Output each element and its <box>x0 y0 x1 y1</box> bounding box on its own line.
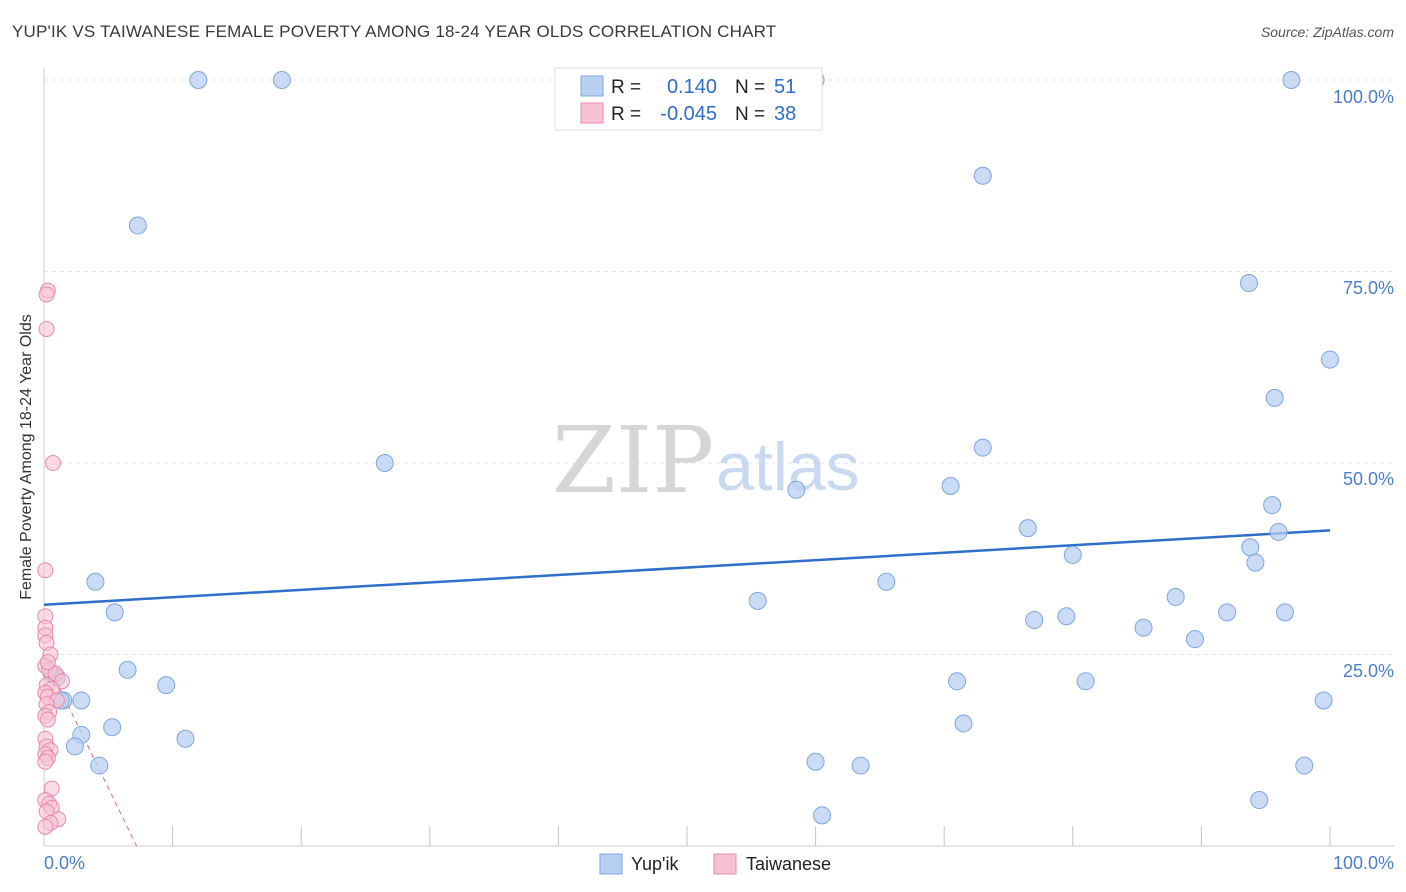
point-yupik-17 <box>1241 538 1260 557</box>
watermark-atlas: atlas <box>716 429 860 505</box>
point-yupik-19 <box>86 572 105 591</box>
point-taiwanese-36 <box>37 818 54 835</box>
point-yupik-4 <box>128 216 147 235</box>
point-yupik-47 <box>1295 756 1314 775</box>
legend-label-taiwanese: Taiwanese <box>746 854 831 874</box>
point-yupik-37 <box>1076 672 1095 691</box>
point-yupik-29 <box>1275 603 1294 622</box>
chart-source: Source: ZipAtlas.com <box>1260 24 1394 40</box>
legend-item-taiwanese[interactable]: Taiwanese <box>713 853 831 875</box>
point-yupik-36 <box>948 672 967 691</box>
x-tick-label-0: 0.0% <box>44 853 85 873</box>
stats-n-label-taiwanese: N = <box>735 104 765 125</box>
point-yupik-8 <box>1265 388 1284 407</box>
y-tick-label-75: 75.0% <box>1343 278 1394 298</box>
point-yupik-28 <box>1218 603 1237 622</box>
point-yupik-34 <box>118 660 137 679</box>
point-yupik-38 <box>1314 691 1333 710</box>
point-yupik-42 <box>176 729 195 748</box>
point-yupik-20 <box>877 572 896 591</box>
point-yupik-5 <box>973 166 992 185</box>
stats-r-value-yupik: 0.140 <box>667 76 717 98</box>
point-taiwanese-4 <box>37 562 54 579</box>
point-taiwanese-28 <box>37 753 54 770</box>
point-taiwanese-3 <box>45 455 62 471</box>
stats-box: R = 0.140 N = 51 R = -0.045 N = 38 <box>554 67 823 131</box>
stats-swatch-yupik <box>580 75 604 97</box>
point-yupik-40 <box>65 737 84 756</box>
point-yupik-21 <box>105 603 124 622</box>
trendlines <box>43 529 1331 847</box>
stats-r-label-yupik: R = <box>611 77 641 98</box>
point-yupik-23 <box>1025 611 1044 630</box>
y-tick-label-25: 25.0% <box>1343 661 1394 681</box>
trendline-yupik <box>43 529 1331 606</box>
watermark: ZIP atlas <box>552 407 860 514</box>
legend-item-yupik[interactable]: Yup'ik <box>599 853 679 875</box>
point-taiwanese-22 <box>39 711 56 728</box>
point-yupik-15 <box>1269 522 1288 541</box>
point-yupik-49 <box>813 806 832 825</box>
point-yupik-22 <box>748 591 767 610</box>
point-yupik-43 <box>954 714 973 733</box>
point-yupik-46 <box>851 756 870 775</box>
tick-labels: 100.0% 75.0% 50.0% 25.0% 0.0% 100.0% <box>44 87 1394 873</box>
point-yupik-3 <box>1282 71 1301 89</box>
point-yupik-0 <box>189 71 208 89</box>
stats-n-label-yupik: N = <box>735 77 765 98</box>
legend-label-yupik: Yup'ik <box>631 854 679 874</box>
point-yupik-12 <box>941 476 960 495</box>
chart-title: YUP'IK VS TAIWANESE FEMALE POVERTY AMONG… <box>12 22 777 41</box>
point-yupik-13 <box>1263 496 1282 515</box>
point-yupik-48 <box>1250 791 1269 810</box>
point-taiwanese-2 <box>38 320 55 337</box>
legend-swatch-yupik <box>599 853 623 875</box>
point-yupik-33 <box>72 691 91 710</box>
point-yupik-10 <box>973 438 992 457</box>
legend-swatch-taiwanese <box>713 853 737 875</box>
stats-n-value-taiwanese: 38 <box>774 103 796 125</box>
point-taiwanese-37 <box>39 654 56 671</box>
point-yupik-9 <box>375 454 394 472</box>
point-yupik-44 <box>90 756 109 775</box>
stats-r-label-taiwanese: R = <box>611 104 641 125</box>
point-yupik-26 <box>1166 588 1185 607</box>
stats-r-value-taiwanese: -0.045 <box>660 103 717 125</box>
stats-swatch-taiwanese <box>580 102 604 124</box>
point-yupik-45 <box>806 752 825 771</box>
point-yupik-41 <box>103 718 122 737</box>
y-tick-label-100: 100.0% <box>1333 87 1394 107</box>
legend: Yup'ik Taiwanese <box>599 853 831 875</box>
point-yupik-25 <box>1134 618 1153 637</box>
point-yupik-27 <box>1185 630 1204 649</box>
point-yupik-18 <box>1246 553 1265 572</box>
point-yupik-6 <box>1239 273 1258 292</box>
stats-n-value-yupik: 51 <box>774 76 796 98</box>
point-yupik-35 <box>157 676 176 695</box>
point-yupik-11 <box>787 480 806 499</box>
data-points <box>37 71 1339 835</box>
grid-layer <box>44 79 1394 655</box>
x-tick-label-100: 100.0% <box>1333 853 1394 873</box>
point-yupik-1 <box>272 71 291 89</box>
y-tick-label-50: 50.0% <box>1343 469 1394 489</box>
point-yupik-7 <box>1321 350 1339 369</box>
watermark-zip: ZIP <box>552 407 714 514</box>
point-yupik-16 <box>1063 545 1082 564</box>
point-yupik-24 <box>1057 607 1076 626</box>
point-taiwanese-1 <box>38 286 55 303</box>
point-yupik-14 <box>1018 519 1037 538</box>
